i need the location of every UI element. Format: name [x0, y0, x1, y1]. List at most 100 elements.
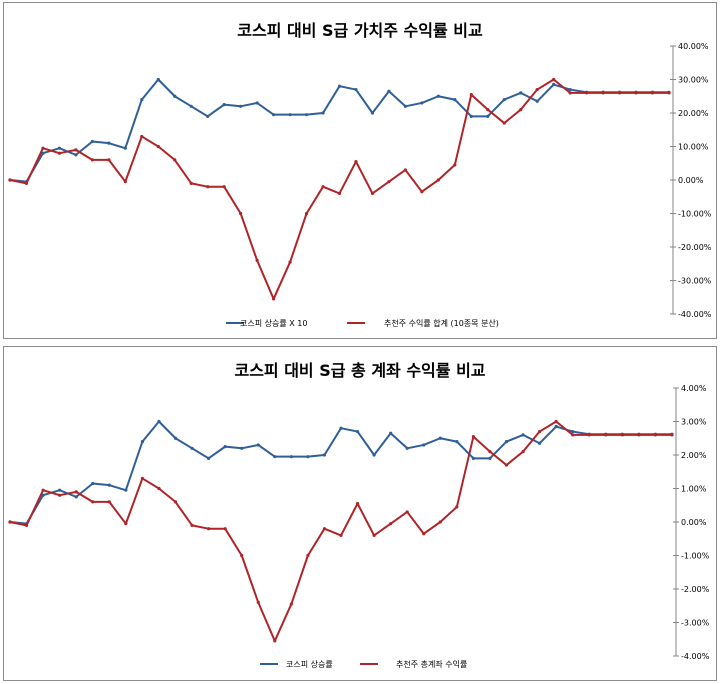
chart-1-y-tick-label: 30.00%: [678, 76, 709, 85]
chart-2-series-0-point: [289, 455, 293, 459]
chart-1-series-1-point: [304, 211, 309, 216]
chart-1-series-0-point: [519, 91, 523, 95]
chart-2-series-1-point: [339, 533, 343, 537]
chart-2-series-1-point: [8, 520, 12, 524]
chart-1-series-0-point: [123, 146, 127, 150]
chart-2-legend: 코스피 상승률 추천주 총계좌 수익률: [260, 659, 467, 669]
chart-1-series-1-point: [370, 191, 375, 195]
chart-1-series-0-point: [436, 94, 440, 98]
chart-1-series-1-point: [107, 158, 111, 162]
chart-2-series-1-point: [91, 500, 95, 504]
chart-1-series-0-point: [272, 113, 276, 117]
chart-2-series-0-point: [422, 443, 426, 447]
chart-1-series-0-point: [57, 146, 62, 150]
chart-2-series-line-1: [9, 420, 672, 642]
chart-1-title: 코스피 대비 S급 가치주 수익률 비교: [237, 21, 483, 40]
chart-2-series-1-point: [422, 532, 426, 536]
chart-2-series-1-point: [24, 523, 29, 527]
chart-1-series-0-point: [552, 82, 556, 87]
chart-2-series-1-point: [273, 639, 277, 643]
chart-2-series-0-point: [322, 453, 327, 457]
chart-2-series-1-point: [554, 419, 558, 424]
chart-1-series-0-point: [304, 113, 309, 117]
chart-1-series-0-point: [206, 114, 210, 118]
chart-1-series-0-point: [140, 98, 144, 102]
chart-2-series-1-point: [41, 488, 45, 492]
chart-2-y-tick-label: 2.00%: [681, 451, 707, 460]
chart-2-series-1-point: [355, 501, 360, 506]
chart-2-legend-label-1: 추천주 총계좌 수익률: [396, 659, 467, 669]
chart-1-series-0-point: [156, 77, 160, 82]
chart-2-series-1-point: [289, 602, 293, 606]
chart-2-series-0-point: [504, 440, 509, 444]
chart-2-series-0-point: [207, 456, 211, 460]
chart-1-series-1-point: [239, 211, 243, 216]
chart-1-series-1-point: [436, 178, 440, 182]
chart-1-series-0-point: [502, 98, 506, 102]
chart-2-series-0-point: [521, 433, 525, 437]
chart-2-series-1-point: [571, 433, 575, 437]
chart-1-series-line-1: [9, 78, 669, 300]
chart-1-series-1-point: [288, 260, 292, 264]
chart-1-y-tick-label: -20.00%: [678, 243, 712, 252]
chart-1-series-0-point: [41, 151, 45, 155]
chart-1-series-1-point: [189, 181, 193, 185]
chart-2-series-0-point: [438, 436, 442, 440]
chart-2-series-0-point: [405, 446, 409, 450]
chart-1-series-1-point: [90, 158, 94, 162]
chart-1-y-axis: 40.00% 30.00% 20.00% 10.00% 0.00% -10.00% -20.…: [670, 42, 712, 319]
chart-2-series-0-point: [372, 453, 376, 457]
chart-1-svg: 코스피 대비 S급 가치주 수익률 비교 40.00% 30.00% 20.00% 1…: [8, 21, 712, 328]
chart-2-series: [8, 419, 674, 643]
chart-1-series-1-point: [337, 191, 342, 195]
chart-2-series-1-point: [240, 553, 244, 558]
chart-2-title: 코스피 대비 S급 총 계좌 수익률 비교: [234, 361, 485, 380]
chart-1-series: [8, 77, 671, 301]
chart-1-series-1-point: [420, 190, 424, 194]
chart-2-series-1-point: [587, 433, 591, 437]
chart-2-series-0-point: [306, 455, 310, 459]
chart-2-y-axis: 4.00% 3.00% 2.00% 1.00% 0.00% -1.00% -2.00% -3.…: [673, 384, 710, 661]
chart-panel-2: 코스피 대비 S급 총 계좌 수익률 비교 4.00% 3.00% 2.00% 1.0…: [3, 346, 717, 681]
chart-1-legend-label-0: 코스피 상승률 X 10: [240, 318, 307, 328]
chart-1-series-1-point: [617, 91, 622, 95]
chart-2-legend-label-0: 코스피 상승률: [286, 659, 333, 669]
chart-1-y-tick-label: 20.00%: [678, 109, 709, 118]
chart-1-series-0-point: [420, 101, 424, 105]
chart-1-series-1-point: [601, 91, 605, 95]
chart-2-series-1-point: [471, 434, 475, 439]
chart-2-series-1-point: [173, 500, 178, 504]
chart-2-series-1-point: [207, 527, 211, 531]
chart-2-series-0-point: [91, 481, 95, 486]
chart-1-series-1-point: [24, 181, 29, 185]
chart-1-series-0-point: [107, 141, 111, 145]
chart-1-series-1-point: [585, 91, 589, 95]
chart-2-series-0-point: [554, 424, 558, 429]
chart-2-series-1-point: [604, 433, 608, 437]
chart-1-y-tick-label: 0.00%: [678, 176, 704, 185]
chart-1-series-1-point: [387, 180, 391, 184]
chart-1-series-1-point: [634, 91, 638, 95]
chart-2-series-0-point: [41, 493, 45, 497]
chart-1-series-0-point: [469, 114, 473, 118]
chart-2-y-tick-label: 3.00%: [681, 418, 707, 427]
chart-1-series-1-point: [74, 148, 78, 152]
chart-1-series-1-point: [41, 146, 45, 150]
chart-2-series-0-point: [74, 495, 78, 499]
chart-2-series-0-point: [190, 446, 194, 450]
chart-2-series-line-0: [9, 420, 672, 525]
chart-2-series-1-point: [504, 463, 509, 467]
chart-1-series-0-point: [453, 98, 457, 102]
chart-1-series-0-point: [321, 111, 325, 115]
chart-1-series-0-point: [90, 139, 94, 144]
chart-2-series-0-point: [256, 443, 260, 447]
chart-2-series-1-point: [58, 493, 62, 497]
chart-1-series-0-point: [535, 99, 539, 103]
chart-1-series-1-point: [667, 91, 671, 95]
chart-2-series-1-point: [124, 522, 128, 526]
chart-2-series-0-point: [58, 488, 62, 492]
chart-2-y-tick-label: 4.00%: [681, 384, 707, 393]
chart-1-series-0-point: [288, 113, 292, 117]
chart-1-series-1-point: [140, 134, 144, 139]
chart-1-series-1-point: [403, 168, 407, 172]
